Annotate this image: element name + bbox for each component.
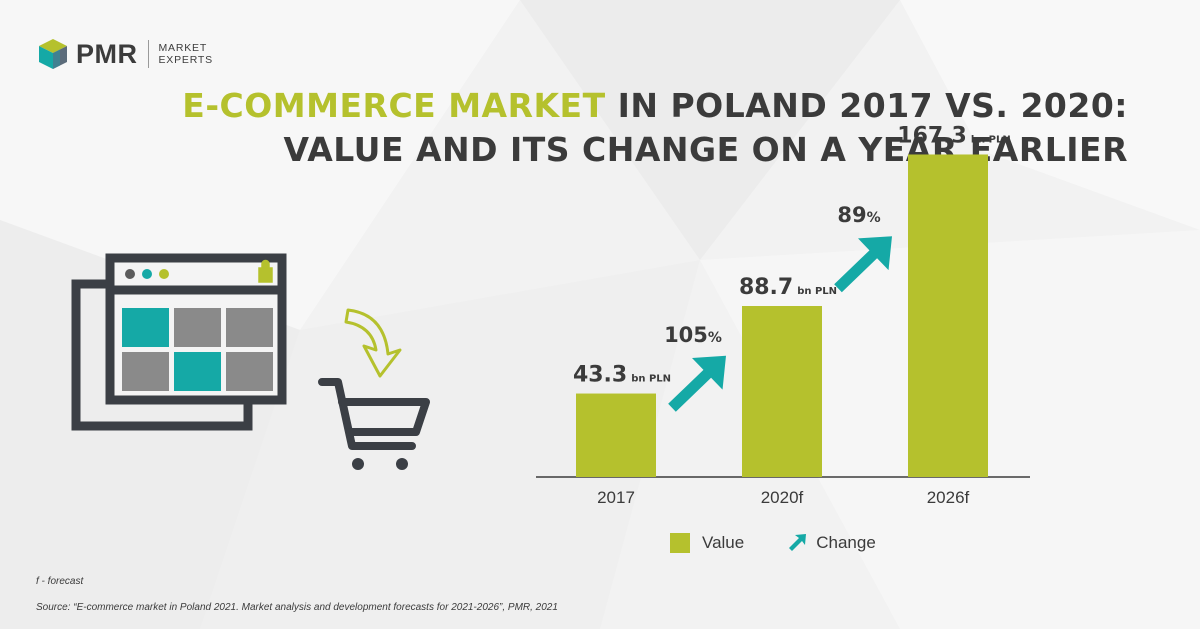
browser-window-icon <box>71 253 287 431</box>
legend-change-arrow-icon <box>789 534 807 551</box>
curved-arrow-icon <box>344 308 402 378</box>
legend-change-label: Change <box>816 533 876 552</box>
ecommerce-illustration <box>71 253 430 470</box>
footnote-source: Source: “E-commerce market in Poland 202… <box>36 602 558 613</box>
change-arrow-icon <box>834 236 893 293</box>
chart-legend: Value Change <box>670 532 876 554</box>
legend-value-swatch <box>670 533 690 553</box>
value-label: 88.7 bn PLN <box>739 275 837 300</box>
footnote-forecast: f - forecast <box>36 576 84 587</box>
legend-value-label: Value <box>702 533 745 552</box>
title-highlight: E-COMMERCE MARKET <box>182 86 606 125</box>
logo-name: PMR <box>76 38 138 69</box>
bar-2017 <box>576 393 656 477</box>
x-tick-label: 2020f <box>761 488 804 507</box>
pmr-logo-mark-icon <box>39 39 67 69</box>
logo-divider <box>147 40 149 68</box>
bar-2020f <box>742 306 822 477</box>
x-tick-label: 2026f <box>927 488 970 507</box>
shopping-cart-icon <box>318 378 430 470</box>
logo-subtitle: MARKET EXPERTS <box>159 42 213 66</box>
value-label: 167.3 bn PLN <box>897 123 1010 148</box>
change-arrow-icon <box>668 355 727 412</box>
change-label: 105% <box>664 323 722 347</box>
value-label: 43.3 bn PLN <box>573 363 671 388</box>
change-arrow-shape <box>834 236 893 293</box>
x-tick-label: 2017 <box>597 488 635 507</box>
change-arrow-shape <box>668 355 727 412</box>
change-label: 89% <box>837 203 880 227</box>
logo-sub-line2: EXPERTS <box>158 54 213 66</box>
pmr-logo: PMR MARKET EXPERTS <box>36 36 213 72</box>
bar-2026f <box>908 154 988 477</box>
logo-sub-line1: MARKET <box>158 42 208 54</box>
title-line1-rest: IN POLAND 2017 VS. 2020: <box>605 86 1128 125</box>
